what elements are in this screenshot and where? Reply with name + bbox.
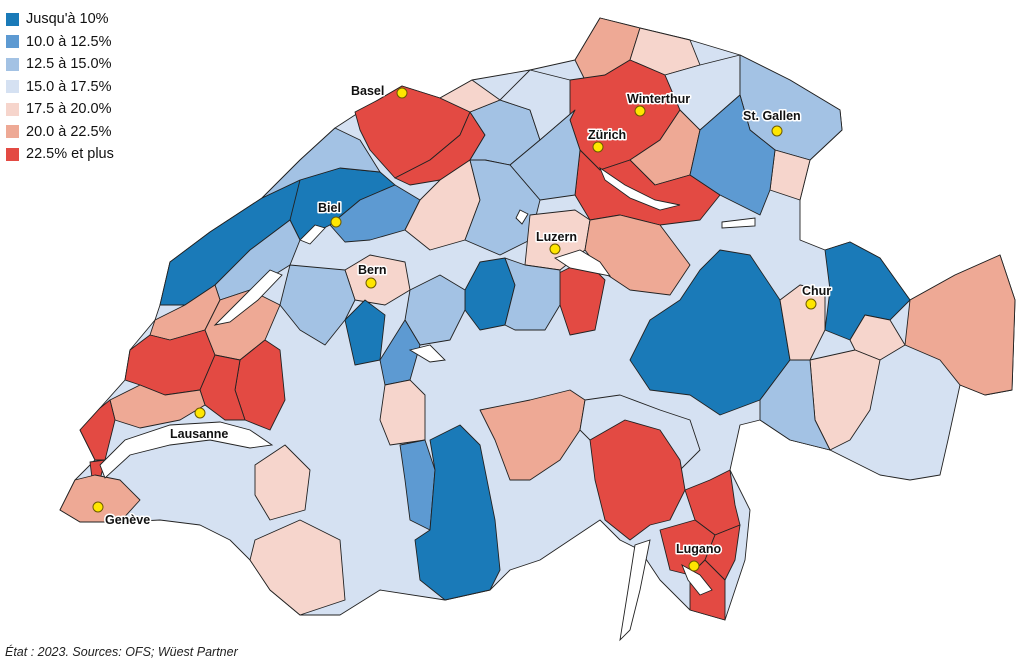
lake-lucerne (553, 249, 612, 277)
city-marker-icon (592, 141, 604, 153)
city-marker-icon (688, 560, 700, 572)
legend-swatch (6, 80, 19, 94)
legend-swatch (6, 102, 19, 116)
region (379, 379, 426, 446)
city-label: Bern (358, 263, 386, 277)
city-label: Winterthur (627, 92, 690, 106)
legend-item: 15.0 à 17.5% (6, 76, 114, 99)
region (629, 249, 791, 416)
city-winterthur: Winterthur (626, 91, 692, 117)
region (414, 424, 501, 601)
city-label: Lausanne (170, 427, 228, 441)
switzerland-map: Basel Winterthur Zürich St. Gallen Biel … (59, 17, 1016, 642)
city-marker-icon (771, 125, 783, 137)
legend-swatch (6, 57, 19, 71)
legend-label: 10.0 à 12.5% (26, 33, 112, 50)
region (704, 524, 741, 581)
legend-item: 17.5 à 20.0% (6, 98, 114, 121)
lake-maggiore (619, 539, 651, 642)
region (59, 474, 141, 523)
region (689, 94, 776, 216)
lake-neuchatel (213, 269, 283, 326)
city-marker-icon (549, 243, 561, 255)
source-note: État : 2023. Sources: OFS; Wüest Partner (5, 645, 238, 659)
region (904, 254, 1016, 396)
legend-label: 12.5 à 15.0% (26, 56, 112, 73)
city-label: Zürich (588, 128, 626, 142)
region (344, 299, 386, 366)
city-marker-icon (330, 216, 342, 228)
city-bern: Bern (357, 262, 388, 289)
legend-label: Jusqu'à 10% (26, 11, 109, 28)
lake-geneva (99, 421, 274, 479)
city-label: Lugano (676, 542, 721, 556)
legend-swatch (6, 35, 19, 49)
lake-sempach (515, 209, 529, 225)
region (249, 519, 346, 616)
lake-biel (299, 224, 326, 245)
legend-item: 12.5 à 15.0% (6, 53, 114, 76)
legend-item: 20.0 à 22.5% (6, 121, 114, 144)
city-chur: Chur (801, 283, 833, 310)
city-marker-icon (805, 298, 817, 310)
city-marker-icon (396, 87, 408, 99)
region (759, 359, 831, 451)
legend-label: 15.0 à 17.5% (26, 78, 112, 95)
lake-thun (408, 344, 446, 363)
region (279, 264, 356, 346)
city-label: Genève (105, 513, 150, 527)
region (379, 319, 421, 386)
city-label: Chur (802, 284, 831, 298)
city-label: Biel (318, 201, 341, 215)
region (109, 384, 206, 429)
city-label: Luzern (536, 230, 577, 244)
region (504, 257, 561, 331)
legend-swatch (6, 147, 19, 161)
region (479, 389, 586, 481)
legend-item: Jusqu'à 10% (6, 8, 114, 31)
city-marker-icon (634, 105, 646, 117)
city-lugano: Lugano (675, 541, 723, 572)
legend-swatch (6, 125, 19, 139)
legend-item: 10.0 à 12.5% (6, 31, 114, 54)
city-luzern: Luzern (535, 229, 578, 255)
legend-label: 17.5 à 20.0% (26, 101, 112, 118)
city-st-gallen: St. Gallen (742, 108, 802, 137)
lake-lugano (681, 563, 713, 596)
legend-swatch (6, 12, 19, 26)
region (199, 354, 246, 421)
lake-walen (721, 217, 756, 229)
map-legend: Jusqu'à 10% 10.0 à 12.5% 12.5 à 15.0% 15… (6, 8, 114, 166)
city-marker-icon (92, 501, 104, 513)
region (574, 149, 721, 226)
region (589, 419, 686, 541)
region (79, 399, 116, 461)
city-lausanne: Lausanne (169, 407, 230, 443)
city-biel: Biel (317, 200, 342, 228)
city-geneve: Genève (92, 501, 152, 529)
city-label: Basel (351, 84, 384, 98)
region (254, 444, 311, 521)
legend-item: 22.5% et plus (6, 143, 114, 166)
legend-label: 22.5% et plus (26, 146, 114, 163)
legend-label: 20.0 à 22.5% (26, 123, 112, 140)
city-zurich: Zürich (587, 127, 628, 153)
city-label: St. Gallen (743, 109, 801, 123)
lake-zurich (599, 166, 681, 211)
city-basel: Basel (350, 83, 408, 100)
city-marker-icon (365, 277, 377, 289)
region (261, 127, 381, 199)
city-marker-icon (194, 407, 206, 419)
